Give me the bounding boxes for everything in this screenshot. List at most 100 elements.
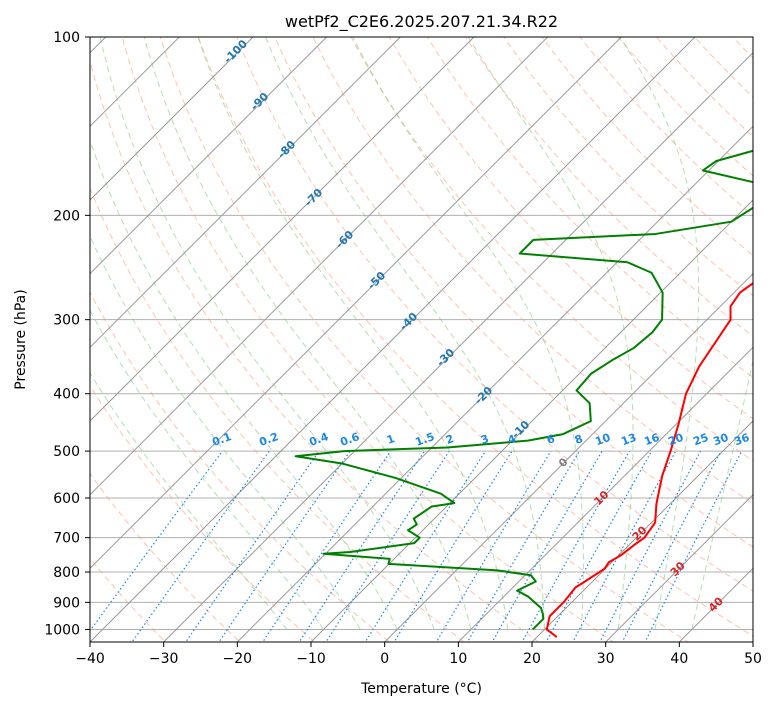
isotherm-line [236,125,753,642]
x-tick-label: 10 [449,651,467,667]
mixing-ratio-line [435,450,552,642]
isotherm-line [457,346,753,642]
isotherm-line [383,272,753,642]
x-tick-label: 50 [744,651,762,667]
mixing-ratio-line [364,450,486,642]
mixing-ratio-line [131,450,270,642]
moist-adiabat-line [691,358,753,630]
dry-adiabat-line [197,37,753,637]
x-tick-label: 0 [380,651,389,667]
mixing-ratio-label: 25 [691,431,710,448]
mixing-ratio-label: 0.1 [210,430,233,449]
moist-adiabat-line [90,138,398,630]
dry-adiabat-line [541,37,753,257]
x-tick-label: 20 [523,651,541,667]
mixing-ratio-label: 30 [711,431,730,449]
dry-adiabat-line [90,59,540,642]
y-axis-title: Pressure (hPa) [13,289,29,389]
plot-frame [89,36,754,643]
mixing-ratio-label: 2 [444,432,456,447]
mixing-ratio-label: 36 [732,431,751,449]
y-tick-label: 700 [53,531,80,547]
mixing-ratio-label: 20 [666,431,685,449]
y-tick-label: 500 [53,444,80,460]
moist-adiabat-line [143,37,472,630]
dry-adiabat-line [617,37,753,177]
mixing-ratio-line [393,450,513,642]
dry-adiabat-line [312,37,753,505]
y-tick-label: 300 [53,313,80,329]
mixing-ratio-label: 10 [593,431,612,449]
x-tick-label: 30 [597,651,615,667]
y-tick-label: 100 [53,30,80,46]
y-tick-label: 200 [53,208,80,224]
mixing-ratio-label: 0.2 [257,430,280,449]
isotherm-line [90,37,254,201]
mixing-ratio-label: 0.4 [307,430,330,449]
dry-adiabat-line [579,37,753,217]
dry-adiabat-line [90,384,316,642]
chart-title: wetPf2_C2E6.2025.207.21.34.R22 [285,12,558,32]
mixing-ratio-label: 1 [385,432,397,447]
dry-adiabat-line [90,186,465,642]
isotherm-line [162,51,753,642]
dry-adiabat-line [350,37,753,462]
y-axis: 100 200 300 400 500 600 700 800 900 1000 [44,30,90,638]
isotherm-line [90,37,623,570]
moist-adiabat-line [265,37,546,630]
mixing-ratio-line [572,450,677,642]
dry-adiabat-line [426,37,753,379]
moist-adiabat-line [90,234,361,630]
plot-area [90,37,753,642]
mixing-ratio-line [466,450,580,642]
mixing-ratio-label: 8 [573,432,585,447]
dewpoint-profile-line [294,149,753,631]
mixing-ratio-label: 13 [619,431,638,448]
isotherm-line [90,37,328,275]
isotherm-line [531,420,753,642]
y-tick-label: 800 [53,565,80,581]
temperature-profile-line [545,282,753,638]
mixing-ratio-label: 1.5 [413,430,436,449]
mixing-ratio-label: 4 [506,432,518,447]
moist-adiabat-line [197,37,509,630]
dry-adiabat-line [236,37,753,592]
dry-adiabat-line [121,37,615,642]
y-tick-label: 600 [53,491,80,507]
mixing-ratio-line [521,450,631,642]
isotherm-line [90,37,402,349]
mixing-ratio-label: 3 [479,432,491,447]
mixing-ratio-line [545,450,653,642]
isotherm-line [604,493,753,642]
isotherm-line [90,37,696,642]
mixing-ratio-line [90,450,223,632]
mixing-ratio-line [491,450,603,642]
moist-adiabat-line [352,37,584,630]
mixing-ratio-line [325,450,450,642]
mixing-ratio-label: 6 [545,432,557,447]
x-tick-label: −30 [149,651,179,667]
x-axis-title: Temperature (°C) [360,681,482,697]
x-axis: −40 −30 −20 −10 0 10 20 30 40 50 [75,642,762,667]
isotherm-line [90,37,475,422]
x-tick-label: −20 [223,651,253,667]
isotherm-line [310,199,753,642]
moist-adiabat-line [619,37,700,630]
moist-adiabat-line [90,371,288,630]
x-tick-label: 40 [670,651,688,667]
mixing-ratio-line [599,450,702,642]
dry-adiabat-line [388,37,753,420]
mixing-ratio-line [218,450,351,642]
y-tick-label: 1000 [44,622,80,638]
mixing-ratio-label: 0.6 [338,430,361,449]
x-tick-label: −40 [75,651,105,667]
y-tick-label: 900 [53,595,80,611]
moist-adiabat-line [467,37,634,630]
x-tick-label: −10 [296,651,326,667]
mixing-ratio-line [298,450,425,642]
y-tick-label: 400 [53,387,80,403]
dry-adiabat-line [274,37,753,548]
dry-adiabat-line [503,37,753,297]
